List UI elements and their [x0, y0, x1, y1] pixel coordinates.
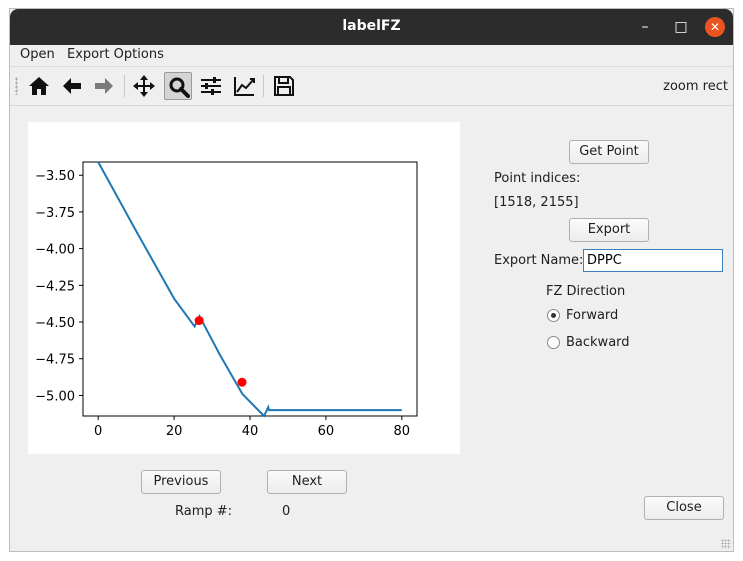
- point-indices-label: Point indices:: [494, 171, 581, 186]
- pan-icon[interactable]: [130, 72, 158, 100]
- forward-arrow-icon[interactable]: [90, 72, 118, 100]
- y-tick-label: −3.50: [35, 169, 75, 184]
- window-title: labelFZ: [342, 18, 401, 34]
- menu-bar: Open Export Options: [10, 45, 733, 65]
- selected-point-marker: [237, 377, 247, 387]
- home-icon[interactable]: [25, 72, 53, 100]
- x-tick-label: 0: [94, 424, 102, 439]
- minimize-icon[interactable]: –: [641, 19, 649, 35]
- menu-export-options[interactable]: Export Options: [67, 47, 164, 62]
- configure-subplots-icon[interactable]: [197, 72, 225, 100]
- x-tick-label: 80: [394, 424, 411, 439]
- x-tick-label: 20: [166, 424, 183, 439]
- toolbar-grip[interactable]: [15, 77, 18, 95]
- y-tick-label: −4.50: [35, 316, 75, 331]
- previous-button[interactable]: Previous: [141, 470, 221, 494]
- y-tick-label: −4.00: [35, 243, 75, 258]
- line-chart: 0 20 40 60 80 −3.50 −3.75 −4.00 −4.25 −4.50 −4.75 −…: [35, 161, 418, 439]
- next-button[interactable]: Next: [267, 470, 347, 494]
- maximize-icon[interactable]: □: [674, 19, 688, 35]
- ramp-label: Ramp #:: [175, 504, 233, 519]
- save-icon[interactable]: [270, 72, 298, 100]
- export-name-input[interactable]: [583, 249, 723, 272]
- point-indices-value: [1518, 2155]: [494, 195, 579, 210]
- toolbar-mode-text: zoom rect: [663, 79, 728, 94]
- resize-grip[interactable]: [721, 539, 731, 549]
- x-tick-label: 60: [318, 424, 335, 439]
- menu-open[interactable]: Open: [20, 47, 55, 62]
- backward-radio[interactable]: [547, 336, 560, 349]
- plot-area: [82, 161, 418, 417]
- title-bar: labelFZ – □ ✕: [10, 9, 733, 45]
- selected-point-marker: [194, 316, 204, 326]
- y-tick-label: −3.75: [35, 206, 75, 221]
- edit-axis-icon[interactable]: [230, 72, 258, 100]
- y-tick-label: −4.25: [35, 279, 75, 294]
- export-button[interactable]: Export: [569, 218, 649, 242]
- get-point-button[interactable]: Get Point: [569, 140, 649, 164]
- fz-direction-label: FZ Direction: [546, 284, 626, 299]
- plot-canvas[interactable]: 0 20 40 60 80 −3.50 −3.75 −4.00 −4.25 −4.50 −4.75 −…: [28, 122, 460, 454]
- y-tick-label: −4.75: [35, 353, 75, 368]
- app-window: labelFZ – □ ✕ Open Export Options: [9, 8, 734, 552]
- zoom-icon[interactable]: [164, 72, 192, 100]
- close-button[interactable]: Close: [644, 496, 724, 520]
- forward-radio-label[interactable]: Forward: [566, 308, 619, 323]
- series-line: [97, 161, 402, 418]
- backward-radio-label[interactable]: Backward: [566, 335, 630, 350]
- ramp-value: 0: [282, 504, 291, 519]
- toolbar-separator: [263, 75, 264, 97]
- close-window-icon[interactable]: ✕: [705, 17, 725, 37]
- back-arrow-icon[interactable]: [58, 72, 86, 100]
- x-tick-label: 40: [242, 424, 259, 439]
- export-name-label: Export Name:: [494, 253, 584, 268]
- forward-radio[interactable]: [547, 309, 560, 322]
- y-tick-label: −5.00: [35, 389, 75, 404]
- toolbar: zoom rect: [10, 66, 733, 106]
- toolbar-separator: [124, 75, 125, 97]
